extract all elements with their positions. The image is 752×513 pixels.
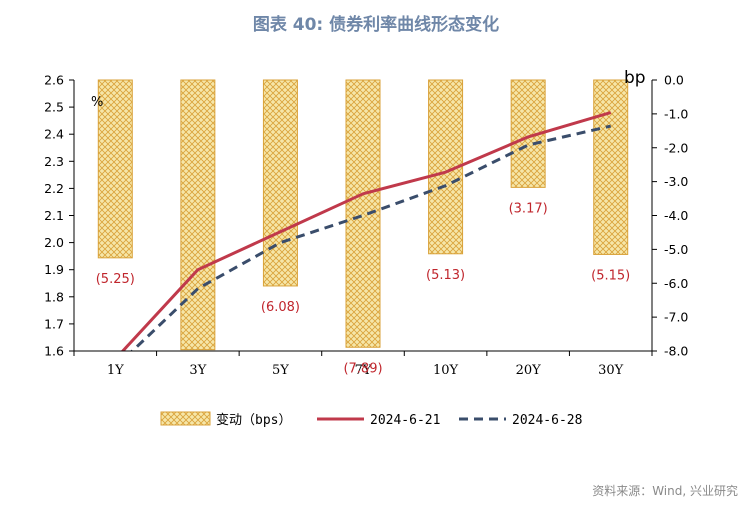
left-tick-label: 2.5 <box>44 100 64 115</box>
left-tick-label: 2.0 <box>44 235 64 250</box>
right-tick-label: -6.0 <box>664 276 688 291</box>
bar-7Y <box>345 79 381 348</box>
right-tick-label: -1.0 <box>664 106 688 121</box>
left-tick-label: 2.1 <box>44 208 64 223</box>
bar-3Y <box>180 79 216 351</box>
left-tick-label: 1.6 <box>44 344 64 359</box>
chart-title: 图表 40: 债券利率曲线形态变化 <box>252 15 500 35</box>
bar-1Y <box>97 79 133 259</box>
bar-value-label-30Y: (5.15) <box>591 268 630 283</box>
left-tick-label: 1.7 <box>44 316 64 331</box>
legend-label-bars: 变动（bps） <box>216 412 291 428</box>
x-tick-label-20Y: 20Y <box>516 363 542 378</box>
left-tick-label: 2.4 <box>44 127 64 142</box>
x-tick-label-1Y: 1Y <box>107 363 124 378</box>
right-axis-unit: bp <box>624 68 646 88</box>
left-tick-label: 1.9 <box>44 262 64 277</box>
x-tick-label-3Y: 3Y <box>189 363 206 378</box>
right-tick-label: -4.0 <box>664 208 688 223</box>
left-tick-label: 2.3 <box>44 154 64 169</box>
x-tick-label-30Y: 30Y <box>598 363 624 378</box>
left-tick-label: 2.2 <box>44 181 64 196</box>
bar-5Y <box>262 79 298 287</box>
bar-value-label-10Y: (5.13) <box>426 268 465 283</box>
bar-value-label-5Y: (6.08) <box>261 300 300 315</box>
right-tick-label: 0.0 <box>664 73 684 88</box>
right-tick-label: -5.0 <box>664 242 688 257</box>
series-line-2024-6-28 <box>130 124 612 351</box>
left-tick-label: 1.8 <box>44 289 64 304</box>
x-tick-label-5Y: 5Y <box>272 363 289 378</box>
lines-layer <box>120 111 612 351</box>
legend: 变动（bps） 2024-6-21 2024-6-28 <box>160 411 582 428</box>
left-tick-label: 2.6 <box>44 73 64 88</box>
legend-label-series-1: 2024-6-21 <box>370 413 440 428</box>
bar-value-label-7Y: (7.89) <box>343 361 382 376</box>
bar-30Y <box>593 79 629 255</box>
left-axis-unit: % <box>91 95 103 110</box>
x-tick-label-7Y: 7Y <box>355 363 372 378</box>
bars-layer <box>97 79 629 351</box>
source-note: 资料来源：Wind, 兴业研究 <box>592 484 738 498</box>
right-tick-label: -3.0 <box>664 174 688 189</box>
legend-label-series-2: 2024-6-28 <box>512 413 582 428</box>
series-line-2024-6-21 <box>120 111 612 351</box>
right-tick-label: -2.0 <box>664 140 688 155</box>
right-tick-label: -7.0 <box>664 310 688 325</box>
labels-layer: (5.25) (6.08) (7.89) (5.13) (3.17) (5.15) <box>96 201 631 376</box>
right-tick-label: -8.0 <box>664 344 688 359</box>
bar-value-label-20Y: (3.17) <box>509 201 548 216</box>
bar-value-label-1Y: (5.25) <box>96 272 135 287</box>
axes-layer: 1.6 1.7 1.8 1.9 2.0 2.1 2.2 2.3 2.4 2.5 2.6 -8.0 -7.… <box>44 68 688 378</box>
legend-swatch-bars <box>160 411 211 426</box>
x-tick-label-10Y: 10Y <box>433 363 459 378</box>
